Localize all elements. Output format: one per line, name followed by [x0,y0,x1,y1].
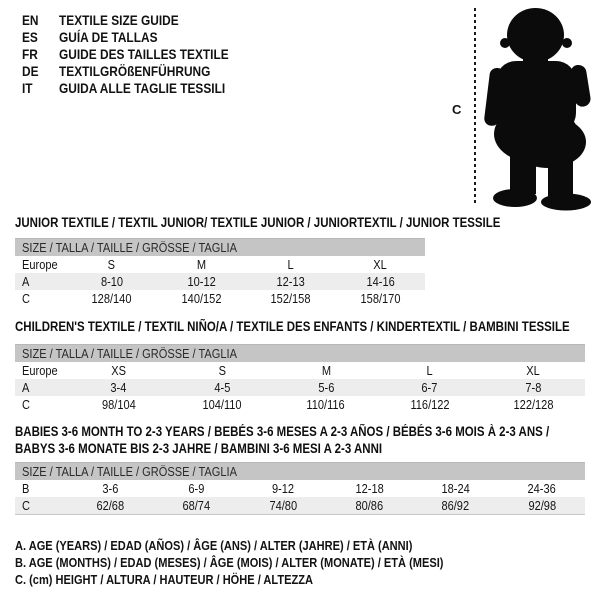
size-cell: 110/116 [306,397,346,412]
language-label: TEXTILGRÖßENFÜHRUNG [59,63,211,79]
height-label: C [452,102,462,117]
table-header-bar: SIZE / TALLA / TAILLE / GRÖSSE / TAGLIA [15,344,585,362]
size-cell: 116/122 [410,397,450,412]
size-header-label: SIZE / TALLA / TAILLE / GRÖSSE / TAGLIA [22,346,237,361]
size-cell: S [218,363,227,378]
legend-line-c: C. (cm) HEIGHT / ALTURA / HAUTEUR / HÖHE… [15,571,519,588]
size-cell: XS [111,363,127,378]
size-cell: L [426,363,433,378]
size-cell: 14-16 [366,274,395,289]
row-label: Europe [22,363,58,378]
language-code: DE [22,63,39,79]
table-row: C 128/140 140/152 152/158 158/170 [15,290,425,307]
table-row: C 98/104 104/110 110/116 116/122 122/128 [15,396,585,413]
legend-text-c: C. (cm) HEIGHT / ALTURA / HAUTEUR / HÖHE… [15,572,313,587]
language-code: FR [22,46,38,62]
size-cell: S [108,257,116,272]
size-cell: 9-12 [271,481,294,496]
table-row: Europe XS S M L XL [15,362,585,379]
language-code: EN [22,12,39,28]
row-label: B [22,481,30,496]
language-label: GUÍA DE TALLAS [59,29,158,45]
size-cell: 3-6 [102,481,119,496]
size-cell: 104/110 [202,397,242,412]
size-cell: 3-4 [110,380,127,395]
size-header-label: SIZE / TALLA / TAILLE / GRÖSSE / TAGLIA [22,464,237,479]
size-cell: 152/158 [270,291,311,306]
size-cell: 158/170 [360,291,401,306]
row-label: A [22,274,30,289]
size-header-label: SIZE / TALLA / TAILLE / GRÖSSE / TAGLIA [22,240,237,255]
size-cell: M [321,363,331,378]
junior-section-title: JUNIOR TEXTILE / TEXTIL JUNIOR/ TEXTILE … [15,214,586,231]
row-label: C [22,291,30,306]
size-cell: 12-18 [355,481,384,496]
size-cell: 18-24 [441,481,470,496]
legend-text-a: A. AGE (YEARS) / EDAD (AÑOS) / ÂGE (ANS)… [15,538,413,553]
size-cell: 5-6 [317,380,334,395]
language-label: TEXTILE SIZE GUIDE [59,12,179,28]
babies-section-title-line1: BABIES 3-6 MONTH TO 2-3 YEARS / BEBÉS 3-… [15,424,550,439]
children-size-table: SIZE / TALLA / TAILLE / GRÖSSE / TAGLIA … [15,344,585,413]
size-cell: XL [526,363,540,378]
size-cell: 86/92 [441,498,470,513]
size-cell: 128/140 [91,291,132,306]
baby-silhouette-icon [484,8,591,211]
legend: A. AGE (YEARS) / EDAD (AÑOS) / ÂGE (ANS)… [15,537,519,588]
babies-section-title: BABIES 3-6 MONTH TO 2-3 YEARS / BEBÉS 3-… [15,423,600,457]
legend-line-b: B. AGE (MONTHS) / EDAD (MESES) / ÂGE (MO… [15,554,519,571]
size-cell: 80/86 [355,498,383,513]
size-cell: 74/80 [268,498,297,513]
size-cell: 8-10 [100,274,123,289]
legend-text-b: B. AGE (MONTHS) / EDAD (MESES) / ÂGE (MO… [15,555,444,570]
babies-section-title-line2: BABYS 3-6 MONATE BIS 2-3 JAHRE / BAMBINI… [15,441,383,456]
size-cell: 92/98 [527,498,556,513]
table-header-bar: SIZE / TALLA / TAILLE / GRÖSSE / TAGLIA [15,462,585,480]
row-label: C [22,498,30,513]
size-cell: 24-36 [527,481,556,496]
babies-size-table: SIZE / TALLA / TAILLE / GRÖSSE / TAGLIA … [15,462,585,515]
row-label: A [22,380,30,395]
size-cell: 4-5 [214,380,231,395]
size-cell: L [287,257,294,272]
size-cell: 6-9 [188,481,205,496]
legend-line-a: A. AGE (YEARS) / EDAD (AÑOS) / ÂGE (ANS)… [15,537,519,554]
junior-section-title-text: JUNIOR TEXTILE / TEXTIL JUNIOR/ TEXTILE … [15,215,501,230]
children-section-title-text: CHILDREN'S TEXTILE / TEXTIL NIÑO/A / TEX… [15,319,570,334]
height-figure: C [440,0,600,214]
row-label: C [22,397,30,412]
language-label: GUIDE DES TAILLES TEXTILE [59,46,229,62]
language-row: FR GUIDE DES TAILLES TEXTILE [22,46,259,63]
size-cell: 6-7 [421,380,438,395]
table-row: B 3-6 6-9 9-12 12-18 18-24 24-36 [15,480,585,497]
language-code: IT [22,80,33,96]
size-cell: 98/104 [101,397,136,412]
table-row: Europe S M L XL [15,256,425,273]
language-row: DE TEXTILGRÖßENFÜHRUNG [22,63,259,80]
size-cell: 68/74 [182,498,211,513]
size-cell: 122/128 [513,397,554,412]
size-cell: 7-8 [525,380,542,395]
table-row: A 3-4 4-5 5-6 6-7 7-8 [15,379,585,396]
language-row: ES GUÍA DE TALLAS [22,29,259,46]
children-section-title: CHILDREN'S TEXTILE / TEXTIL NIÑO/A / TEX… [15,318,600,335]
language-label: GUIDA ALLE TAGLIE TESSILI [59,80,226,96]
table-row: A 8-10 10-12 12-13 14-16 [15,273,425,290]
size-cell: 12-13 [276,274,305,289]
size-cell: 62/68 [96,498,124,513]
table-row: C 62/68 68/74 74/80 80/86 86/92 92/98 [15,497,585,514]
height-measure-line [474,8,476,206]
table-header-bar: SIZE / TALLA / TAILLE / GRÖSSE / TAGLIA [15,238,425,256]
size-cell: 140/152 [181,291,222,306]
language-row: EN TEXTILE SIZE GUIDE [22,12,259,29]
language-list: EN TEXTILE SIZE GUIDE ES GUÍA DE TALLAS FR… [22,12,259,97]
size-cell: XL [373,257,388,272]
size-cell: 10-12 [187,274,216,289]
junior-size-table: SIZE / TALLA / TAILLE / GRÖSSE / TAGLIA … [15,238,425,307]
language-row: IT GUIDA ALLE TAGLIE TESSILI [22,80,259,97]
language-code: ES [22,29,38,45]
size-cell: M [196,257,206,272]
row-label: Europe [22,257,58,272]
